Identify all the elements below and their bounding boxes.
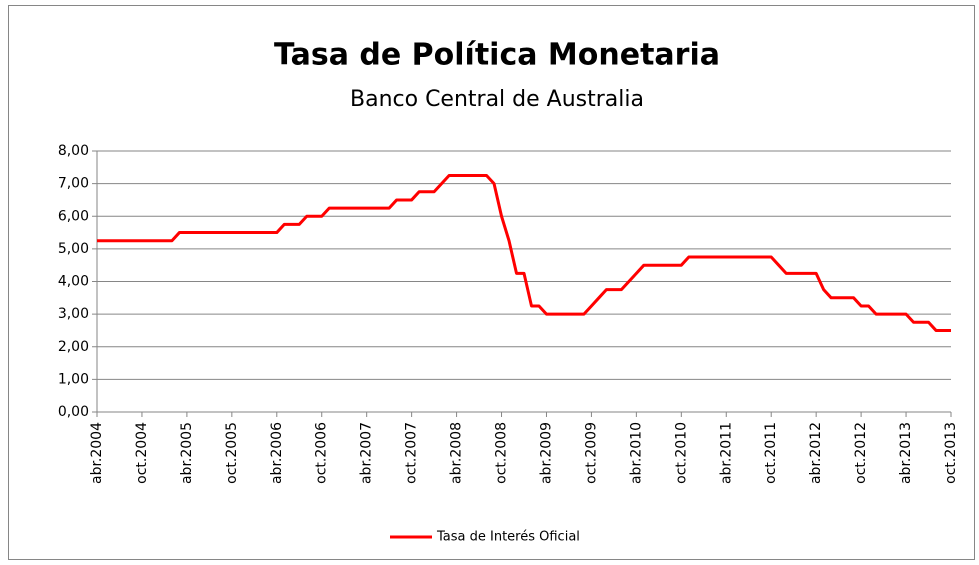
y-tick-label: 1,00 bbox=[58, 371, 89, 387]
x-tick-label: abr.2008 bbox=[449, 422, 465, 484]
chart-frame bbox=[8, 5, 975, 560]
x-tick-label: oct.2010 bbox=[673, 422, 689, 484]
x-tick-label: abr.2005 bbox=[179, 422, 195, 484]
x-tick-label: oct.2012 bbox=[853, 422, 869, 484]
x-tick-label: abr.2010 bbox=[628, 422, 644, 484]
x-tick-label: oct.2011 bbox=[763, 422, 779, 484]
x-tick-label: oct.2007 bbox=[404, 422, 420, 484]
x-tick-label: oct.2009 bbox=[583, 422, 599, 484]
x-tick-label: oct.2005 bbox=[224, 422, 240, 484]
chart-title: Tasa de Política Monetaria bbox=[274, 38, 720, 73]
x-tick-label: abr.2007 bbox=[359, 422, 375, 484]
y-tick-label: 0,00 bbox=[58, 404, 89, 420]
legend-label: Tasa de Interés Oficial bbox=[436, 530, 580, 545]
x-tick-label: oct.2013 bbox=[943, 422, 959, 484]
y-tick-label: 8,00 bbox=[58, 143, 89, 159]
x-tick-label: oct.2008 bbox=[494, 422, 510, 484]
y-tick-label: 5,00 bbox=[58, 241, 89, 257]
chart-subtitle: Banco Central de Australia bbox=[350, 87, 644, 112]
data-line bbox=[97, 173, 951, 332]
x-tick-label: abr.2013 bbox=[898, 422, 914, 484]
y-tick-label: 4,00 bbox=[58, 274, 89, 290]
y-tick-label: 7,00 bbox=[58, 176, 89, 192]
y-tick-label: 3,00 bbox=[58, 306, 89, 322]
x-tick-label: abr.2012 bbox=[808, 422, 824, 484]
x-tick-label: oct.2006 bbox=[314, 422, 330, 484]
y-tick-label: 2,00 bbox=[58, 339, 89, 355]
x-tick-label: abr.2006 bbox=[269, 422, 285, 484]
x-tick-label: oct.2004 bbox=[134, 422, 150, 484]
y-tick-label: 6,00 bbox=[58, 208, 89, 224]
x-tick-label: abr.2011 bbox=[718, 422, 734, 484]
x-tick-label: abr.2009 bbox=[538, 422, 554, 484]
x-tick-label: abr.2004 bbox=[89, 422, 105, 484]
